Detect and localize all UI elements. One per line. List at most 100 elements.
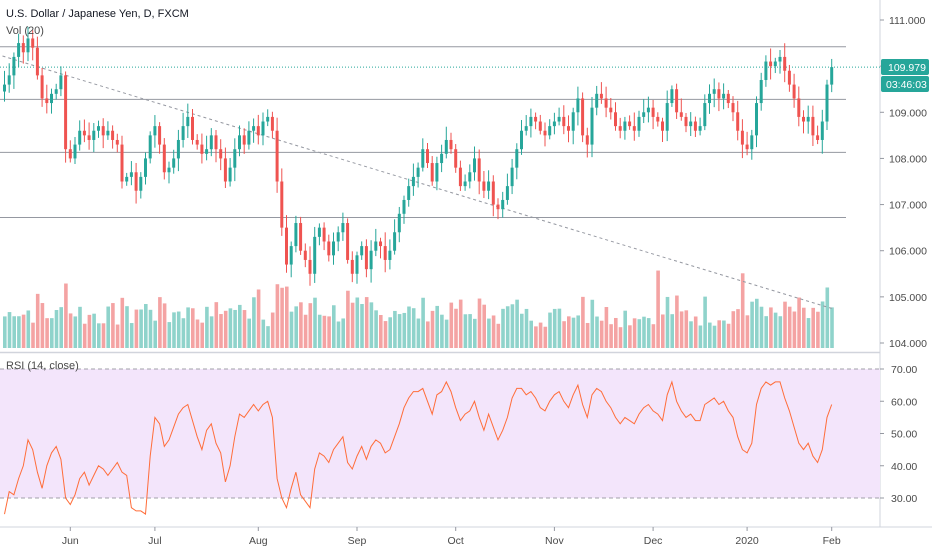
volume-bar: [764, 316, 768, 348]
candle: [275, 117, 279, 193]
candle: [50, 88, 53, 114]
candle: [543, 122, 547, 147]
volume-bar: [247, 318, 251, 348]
volume-bar: [661, 314, 665, 348]
candle: [811, 105, 815, 147]
candle: [129, 161, 133, 186]
countdown-badge: 03:46:03: [881, 76, 929, 92]
volume-bar: [120, 297, 125, 348]
candle: [148, 131, 152, 164]
candle: [477, 149, 481, 195]
volume-bar: [548, 312, 552, 348]
candle: [520, 120, 523, 155]
candle: [670, 85, 674, 107]
candle: [557, 107, 561, 126]
volume-bar: [590, 299, 595, 348]
candle: [609, 97, 613, 120]
candle: [294, 215, 298, 253]
candle: [722, 83, 726, 110]
volume-bar: [186, 307, 190, 348]
candle: [595, 85, 599, 116]
volume-bar: [769, 307, 773, 348]
volume-bar: [383, 321, 388, 348]
candle: [31, 30, 35, 61]
volume-bar: [327, 316, 331, 348]
candle: [599, 82, 603, 104]
candle: [54, 83, 58, 100]
volume-bar: [411, 308, 416, 348]
volume-bar: [214, 302, 219, 348]
candle: [717, 82, 721, 112]
volume-bar: [717, 320, 721, 348]
volume-bar: [435, 305, 439, 348]
volume-bar: [524, 308, 529, 348]
candle: [661, 117, 664, 143]
volume-bar: [651, 324, 656, 348]
candle: [78, 120, 82, 151]
last-price-badge: 109.979: [881, 59, 929, 75]
volume-bar: [783, 301, 787, 348]
volume-bar: [101, 323, 106, 348]
volume-bar: [270, 312, 275, 348]
volume-bar: [712, 325, 717, 348]
volume-bar: [407, 306, 411, 348]
candle: [369, 240, 373, 283]
volume-bar: [449, 302, 454, 348]
candle: [675, 83, 679, 119]
volume-bar: [473, 318, 477, 348]
candle: [454, 144, 458, 173]
volume-bar: [364, 297, 369, 348]
candle: [313, 226, 317, 283]
candle: [797, 86, 801, 127]
volume-bar: [740, 273, 745, 348]
volume-bar: [355, 297, 360, 348]
rsi-band: [0, 369, 880, 498]
price-axis[interactable]: 111.000110.000109.000108.000107.000106.0…: [880, 15, 927, 350]
candle: [191, 109, 194, 145]
candle: [327, 234, 331, 262]
candle: [97, 120, 100, 138]
candle: [755, 96, 758, 148]
volume-bar: [181, 318, 186, 348]
trendline[interactable]: [2, 55, 832, 309]
volume-bar: [806, 318, 811, 348]
candle: [515, 143, 519, 180]
volume-bar: [609, 324, 613, 348]
volume-bar: [736, 309, 740, 348]
candle: [463, 174, 467, 191]
volume-bar: [144, 304, 148, 348]
volume-bar: [708, 322, 712, 348]
volume-bar: [787, 306, 792, 348]
volume-bar: [35, 293, 40, 348]
candle: [280, 168, 284, 236]
candle: [576, 86, 580, 126]
volume-bar: [759, 306, 764, 348]
time-axis[interactable]: Jun Jul Aug Sep Oct Nov Dec 2020 Feb: [62, 527, 841, 547]
candle: [350, 251, 354, 283]
candle: [82, 119, 86, 143]
candle: [740, 119, 744, 159]
candle: [684, 112, 688, 133]
price-tick-label: 108.000: [889, 153, 927, 165]
candle: [336, 226, 340, 252]
candle: [285, 215, 288, 273]
candle: [548, 119, 552, 140]
candle: [45, 84, 49, 114]
volume-bar: [388, 317, 392, 348]
rsi-tick-label: 40.00: [891, 461, 917, 473]
candle: [186, 103, 190, 138]
volume-bar: [421, 297, 425, 348]
volume-bar: [129, 323, 134, 348]
candle: [614, 102, 617, 131]
volume-bar: [557, 308, 562, 348]
volume-bar: [731, 311, 736, 348]
candle: [308, 246, 312, 286]
volume-bar: [426, 321, 430, 348]
candles: [3, 26, 834, 286]
volume-bar: [275, 284, 280, 348]
rsi-axis[interactable]: 70.00 60.00 50.00 40.00 30.00: [880, 364, 917, 505]
candle: [820, 109, 824, 154]
volume-bar: [50, 318, 54, 348]
candle: [585, 127, 589, 158]
volume-bar: [491, 315, 496, 348]
